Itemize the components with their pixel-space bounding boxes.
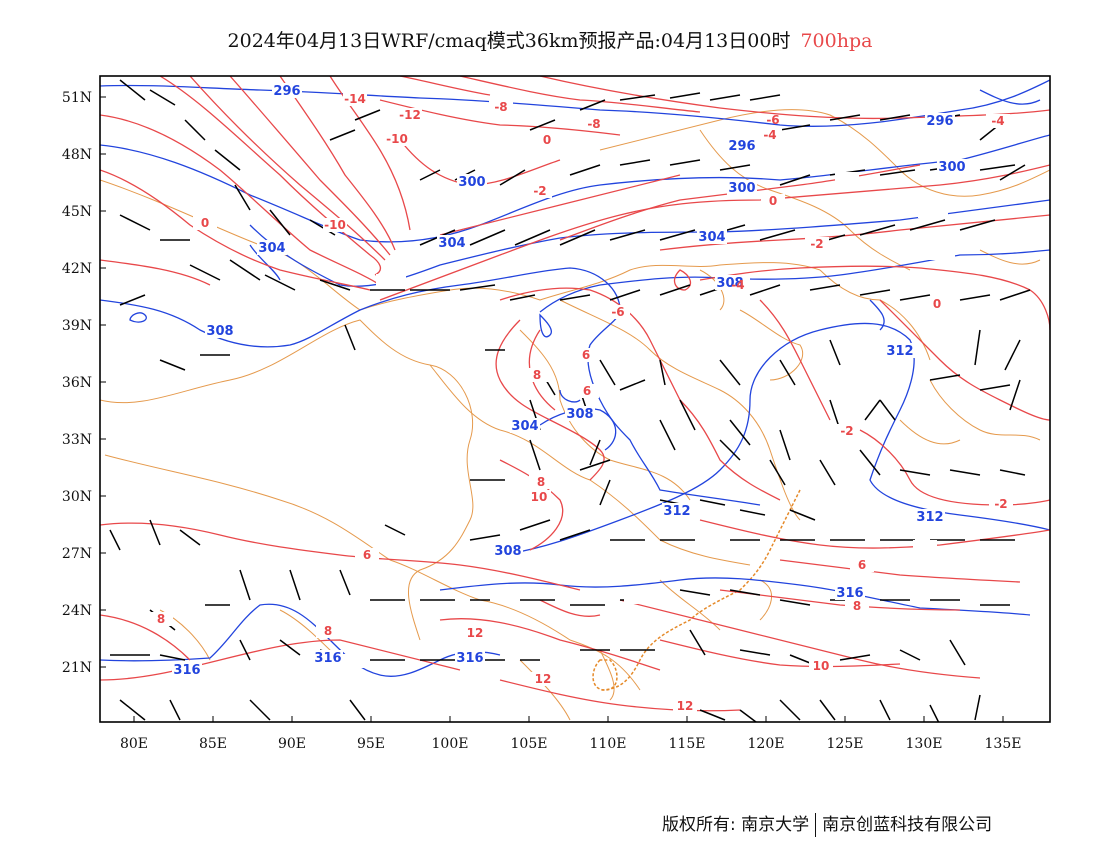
- lat-label: 30N: [62, 489, 92, 505]
- height-label: 300: [458, 175, 485, 190]
- coastline: [592, 489, 801, 691]
- lat-label: 51N: [62, 90, 92, 106]
- temp-label: 0: [543, 133, 551, 147]
- temp-label: -8: [587, 117, 600, 131]
- lon-label: 110E: [590, 736, 627, 752]
- height-label: 308: [566, 407, 593, 422]
- temp-label: -10: [324, 218, 346, 232]
- temp-label: -4: [763, 128, 776, 142]
- height-label: 304: [438, 236, 465, 251]
- temp-label: 12: [535, 672, 552, 686]
- temp-label: 6: [582, 348, 590, 362]
- temp-label-backing: [149, 92, 1013, 713]
- height-label: 304: [698, 230, 725, 245]
- lon-label: 105E: [511, 736, 548, 752]
- temp-label: -14: [344, 92, 366, 106]
- temp-label: -2: [840, 424, 853, 438]
- temp-label: 12: [467, 626, 484, 640]
- lat-label: 48N: [62, 147, 92, 163]
- chart-title: 2024年04月13日WRF/cmaq模式36km预报产品:04月13日00时 7…: [0, 26, 1100, 53]
- height-label: 312: [663, 504, 690, 519]
- org-nanjing-university: 南京大学: [741, 815, 810, 835]
- wind-barbs: [109, 79, 1031, 722]
- y-axis-labels: 51N 48N 45N 42N 39N 36N 33N 30N 27N 24N …: [62, 90, 92, 676]
- temp-label: -4: [731, 278, 744, 292]
- lon-label: 130E: [906, 736, 943, 752]
- height-label: 304: [258, 241, 285, 256]
- height-label: 316: [836, 586, 863, 601]
- temp-label: -4: [991, 114, 1004, 128]
- lat-label: 24N: [62, 603, 92, 619]
- lon-label: 90E: [278, 736, 306, 752]
- height-label: 300: [728, 181, 755, 196]
- lat-label: 36N: [62, 375, 92, 391]
- temp-label: 8: [537, 475, 545, 489]
- temp-label: -10: [386, 132, 408, 146]
- axis-ticks: [100, 96, 1004, 722]
- lat-label: 45N: [62, 204, 92, 220]
- lat-label: 39N: [62, 318, 92, 334]
- temp-label: 0: [769, 194, 777, 208]
- temp-label: -12: [399, 108, 421, 122]
- pressure-level: 700hpa: [800, 30, 873, 52]
- height-label: 308: [716, 276, 743, 291]
- copyright-footer: 版权所有: 南京大学 南京创蓝科技有限公司: [662, 810, 992, 837]
- height-label: 300: [938, 160, 965, 175]
- temp-label: 6: [583, 384, 591, 398]
- height-label: 304: [511, 419, 538, 434]
- lon-label: 85E: [199, 736, 227, 752]
- temp-label: 0: [201, 216, 209, 230]
- temp-label: 12: [677, 699, 694, 713]
- footer-divider: [815, 813, 817, 837]
- lon-label: 100E: [432, 736, 469, 752]
- temp-label: 0: [933, 297, 941, 311]
- x-axis-labels: 80E 85E 90E 95E 100E 105E 110E 115E 120E…: [120, 736, 1022, 752]
- temperature-contours: [100, 76, 1050, 712]
- copyright-label: 版权所有:: [662, 815, 736, 835]
- temp-label: 6: [858, 558, 866, 572]
- plot-frame: [99, 75, 1051, 723]
- lon-label: 135E: [985, 736, 1022, 752]
- temp-label: 8: [324, 624, 332, 638]
- temp-label: 8: [533, 368, 541, 382]
- height-label: 316: [456, 651, 483, 666]
- lat-label: 33N: [62, 432, 92, 448]
- height-label: 312: [916, 510, 943, 525]
- height-label: 316: [173, 663, 200, 678]
- lat-label: 21N: [62, 660, 92, 676]
- height-label: 296: [273, 84, 300, 99]
- title-text: 2024年04月13日WRF/cmaq模式36km预报产品:04月13日00时: [227, 30, 791, 52]
- height-label: 308: [494, 544, 521, 559]
- geopotential-height-contours: [100, 79, 1050, 677]
- height-label: 316: [314, 651, 341, 666]
- temperature-labels: -14 -12 -10 -8 -8 -6 -4 -4 -2 -2 0 0 0 0…: [157, 92, 1008, 713]
- height-label: 312: [886, 344, 913, 359]
- temp-label: -6: [611, 305, 624, 319]
- lon-label: 125E: [827, 736, 864, 752]
- temp-label: 6: [363, 548, 371, 562]
- temp-label: -2: [533, 184, 546, 198]
- height-label: 296: [728, 139, 755, 154]
- lon-label: 95E: [357, 736, 385, 752]
- lat-label: 42N: [62, 261, 92, 277]
- lat-label: 27N: [62, 546, 92, 562]
- lon-label: 80E: [120, 736, 148, 752]
- temp-label: 10: [531, 490, 548, 504]
- lon-label: 115E: [669, 736, 706, 752]
- height-label: 296: [926, 114, 953, 129]
- temp-label: -6: [766, 113, 779, 127]
- temp-label: 8: [157, 612, 165, 626]
- height-labels: 296 296 300 300 304 304 308 308 312 312 …: [173, 84, 965, 678]
- temp-label: -2: [810, 237, 823, 251]
- org-chuanglan-tech: 南京创蓝科技有限公司: [822, 815, 993, 835]
- temp-label: 10: [813, 659, 830, 673]
- temp-label: -8: [494, 100, 507, 114]
- height-label: 308: [206, 324, 233, 339]
- lon-label: 120E: [748, 736, 785, 752]
- temp-label: -2: [994, 497, 1007, 511]
- temp-label: 8: [853, 599, 861, 613]
